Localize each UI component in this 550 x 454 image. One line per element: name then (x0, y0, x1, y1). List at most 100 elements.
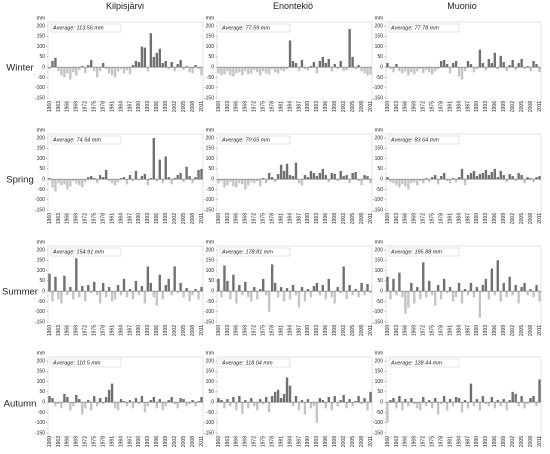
bar (294, 291, 298, 296)
bar (478, 49, 482, 68)
bar (137, 291, 141, 296)
bar (511, 59, 514, 68)
bar (502, 175, 505, 180)
x-tick-label: 2008 (359, 325, 365, 336)
x-tick-label: 1963 (56, 101, 62, 112)
x-tick-label: 1972 (421, 213, 427, 224)
bar (119, 67, 123, 70)
annotation-box (388, 358, 460, 368)
bar (324, 63, 327, 68)
x-tick-label: 1969 (412, 325, 418, 336)
x-tick-label: 2011 (199, 213, 205, 224)
y-tick-label: 0 (42, 176, 45, 182)
bar (351, 56, 354, 68)
x-tick-label: 1984 (287, 325, 293, 336)
bar (110, 291, 114, 302)
bar (327, 58, 330, 68)
bar (273, 282, 277, 292)
x-tick-label: 2011 (368, 325, 374, 336)
bar (484, 67, 488, 71)
y-tick-label: 150 (375, 146, 384, 152)
bar (276, 67, 280, 74)
bar (460, 291, 464, 304)
bar (351, 402, 354, 407)
bar (149, 400, 153, 403)
x-tick-label: 2002 (341, 436, 347, 447)
bar (54, 276, 57, 292)
bar (158, 48, 161, 68)
x-tick-label: 1972 (421, 436, 427, 447)
bar (300, 287, 304, 292)
bar (309, 402, 313, 409)
bar (333, 291, 336, 304)
bar (351, 291, 354, 296)
bar (143, 291, 147, 304)
y-tick-label: 200 (206, 135, 215, 141)
bar (357, 291, 360, 298)
bar (321, 168, 325, 180)
bar (333, 174, 336, 180)
x-tick-label: 2002 (510, 101, 516, 112)
y-tick-label: 0 (42, 288, 45, 294)
y-tick-label: 100 (206, 268, 215, 274)
y-tick-label: 0 (211, 288, 214, 294)
bar (511, 391, 514, 403)
bar (520, 395, 523, 403)
bar (342, 67, 345, 72)
bar (149, 178, 153, 180)
x-tick-label: 2005 (519, 325, 525, 336)
bar (134, 60, 138, 68)
bar (493, 52, 496, 68)
x-tick-label: 1981 (278, 325, 284, 336)
bar (197, 67, 200, 70)
bar (247, 179, 250, 186)
y-tick-label: -50 (207, 299, 214, 305)
x-tick-label: 2005 (519, 101, 525, 112)
bar (318, 398, 322, 403)
bar (152, 138, 156, 180)
bar (401, 179, 404, 185)
bar (51, 60, 54, 68)
bar (93, 178, 96, 180)
x-tick-label: 1978 (100, 436, 106, 447)
bar (439, 291, 443, 300)
bar (137, 62, 141, 68)
y-tick-label: -100 (35, 420, 45, 426)
bar (134, 170, 138, 180)
y-tick-label: -100 (35, 197, 45, 203)
x-tick-label: 2011 (368, 101, 374, 112)
bar (469, 64, 473, 68)
bar (445, 402, 449, 411)
bar (389, 179, 392, 183)
bar (220, 179, 223, 182)
bar (81, 66, 84, 68)
bar (238, 395, 241, 403)
y-tick-label: -100 (373, 309, 383, 315)
bar (327, 179, 330, 183)
bar (410, 67, 413, 73)
bar (481, 63, 485, 68)
bar (508, 65, 511, 68)
bar (508, 276, 511, 292)
bar (270, 67, 274, 70)
bar (125, 67, 129, 71)
x-tick-label: 1993 (145, 101, 151, 112)
bar (75, 394, 78, 403)
y-tick-label: 200 (375, 358, 384, 364)
annotation-box (50, 358, 122, 368)
bar (392, 398, 395, 403)
y-tick-label: 100 (375, 379, 384, 385)
bar (101, 402, 105, 405)
bar (84, 67, 87, 74)
y-tick-label: 50 (377, 389, 383, 395)
x-tick-label: 1999 (501, 436, 507, 447)
y-tick-label: -50 (376, 410, 383, 416)
bar (327, 278, 330, 292)
bar (226, 399, 229, 403)
x-tick-label: 1981 (447, 213, 453, 224)
y-tick-label: -150 (204, 319, 214, 325)
x-tick-label: 1978 (269, 325, 275, 336)
bar (469, 282, 473, 292)
bar (253, 67, 256, 71)
bar (499, 170, 502, 180)
